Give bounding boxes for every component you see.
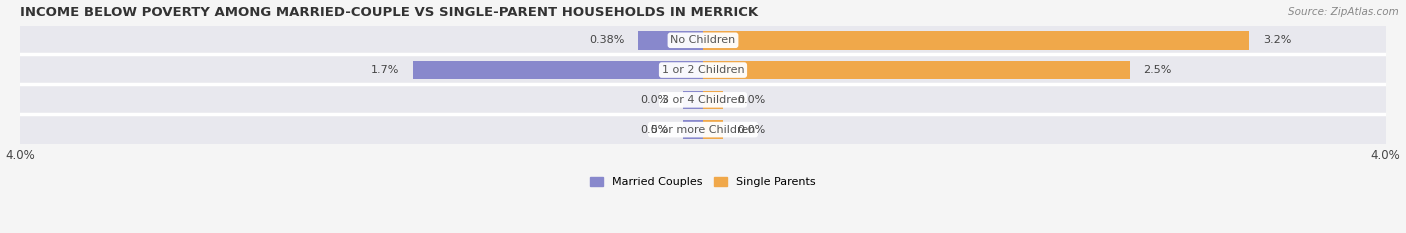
Bar: [638, 31, 703, 49]
Bar: [703, 91, 724, 109]
Bar: [703, 61, 1129, 79]
Bar: [21, 56, 1385, 84]
Bar: [703, 31, 1249, 49]
Text: 3.2%: 3.2%: [1263, 35, 1291, 45]
Text: 1.7%: 1.7%: [371, 65, 399, 75]
Bar: [21, 86, 1385, 114]
Text: 0.0%: 0.0%: [737, 95, 765, 105]
Bar: [703, 120, 724, 139]
Text: 0.0%: 0.0%: [641, 125, 669, 135]
Bar: [682, 91, 703, 109]
Bar: [21, 116, 1385, 144]
Text: 0.0%: 0.0%: [737, 125, 765, 135]
Text: 3 or 4 Children: 3 or 4 Children: [662, 95, 744, 105]
Text: 2.5%: 2.5%: [1143, 65, 1171, 75]
Text: INCOME BELOW POVERTY AMONG MARRIED-COUPLE VS SINGLE-PARENT HOUSEHOLDS IN MERRICK: INCOME BELOW POVERTY AMONG MARRIED-COUPL…: [21, 6, 759, 19]
Bar: [21, 26, 1385, 54]
Text: 0.38%: 0.38%: [589, 35, 624, 45]
Text: Source: ZipAtlas.com: Source: ZipAtlas.com: [1288, 7, 1399, 17]
Text: 1 or 2 Children: 1 or 2 Children: [662, 65, 744, 75]
Text: 0.0%: 0.0%: [641, 95, 669, 105]
Bar: [413, 61, 703, 79]
Text: 5 or more Children: 5 or more Children: [651, 125, 755, 135]
Text: No Children: No Children: [671, 35, 735, 45]
Bar: [682, 120, 703, 139]
Legend: Married Couples, Single Parents: Married Couples, Single Parents: [586, 172, 820, 192]
